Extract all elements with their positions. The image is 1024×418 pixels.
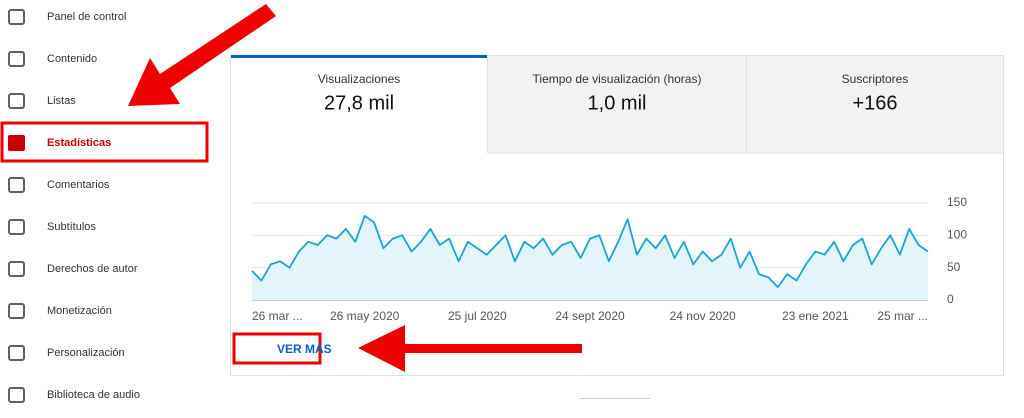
tab-value[interactable]: +166: [852, 92, 897, 114]
tab-bg[interactable]: [488, 56, 746, 153]
nav-item[interactable]: Estadísticas: [8, 135, 111, 151]
nav-label: Contenido: [47, 53, 97, 65]
nav-label: Estadísticas: [47, 137, 111, 149]
nav-icon: [8, 345, 25, 361]
nav-icon: [8, 51, 25, 67]
x-tick-label: 26 may 2020: [330, 309, 400, 323]
nav-label: Panel de control: [47, 11, 127, 23]
nav-icon: [8, 135, 25, 151]
arrow: [128, 4, 582, 372]
nav-label: Derechos de autor: [47, 263, 138, 275]
y-tick-label: 150: [947, 195, 967, 209]
nav-item[interactable]: Derechos de autor: [8, 261, 138, 277]
nav-label: Monetización: [47, 305, 112, 317]
line: [251, 215, 929, 288]
x-tick-label: 26 mar ...: [252, 309, 303, 323]
nav-icon: [8, 93, 25, 109]
tab-bg[interactable]: [747, 56, 1003, 153]
area: [252, 215, 928, 300]
nav-item[interactable]: Comentarios: [8, 177, 110, 193]
divider: [580, 398, 650, 399]
nav-item[interactable]: Listas: [8, 93, 76, 109]
x-tick-label: 24 sept 2020: [555, 309, 625, 323]
tab-label[interactable]: Suscriptores: [842, 72, 909, 86]
highlight-box: [232, 332, 322, 365]
y-tick-label: 0: [947, 292, 954, 306]
nav-icon: [8, 219, 25, 235]
y-tick-label: 50: [947, 260, 961, 274]
nav-label: Subtítulos: [47, 221, 96, 233]
nav-item[interactable]: Biblioteca de audio: [8, 387, 140, 403]
x-tick-label: 25 jul 2020: [448, 309, 507, 323]
nav-icon: [8, 303, 25, 319]
tab-label[interactable]: Tiempo de visualización (horas): [533, 72, 702, 86]
nav-label: Comentarios: [47, 179, 110, 191]
active-tab-indicator: [231, 55, 487, 58]
nav-icon: [8, 387, 25, 403]
highlight-box: [0, 121, 209, 163]
nav-icon: [8, 177, 25, 193]
x-tick-label: 24 nov 2020: [670, 309, 736, 323]
nav-icon: [8, 261, 25, 277]
y-tick-label: 100: [947, 228, 967, 242]
nav-item[interactable]: Contenido: [8, 51, 97, 67]
nav-label: Listas: [47, 95, 76, 107]
x-tick-label: 25 mar ...: [877, 309, 928, 323]
nav-item[interactable]: Monetización: [8, 303, 112, 319]
tab-label[interactable]: Visualizaciones: [318, 72, 401, 86]
x-tick-label: 23 ene 2021: [782, 309, 849, 323]
nav-label: Personalización: [47, 347, 125, 359]
nav-item[interactable]: Subtítulos: [8, 219, 96, 235]
nav-item[interactable]: Personalización: [8, 345, 125, 361]
button-label[interactable]: VER MÁS: [277, 341, 332, 356]
tab-value[interactable]: 1,0 mil: [588, 92, 647, 114]
nav-item[interactable]: Panel de control: [8, 9, 127, 25]
nav-label: Biblioteca de audio: [47, 389, 140, 401]
tab-value[interactable]: 27,8 mil: [324, 92, 394, 114]
nav-icon: [8, 9, 25, 25]
